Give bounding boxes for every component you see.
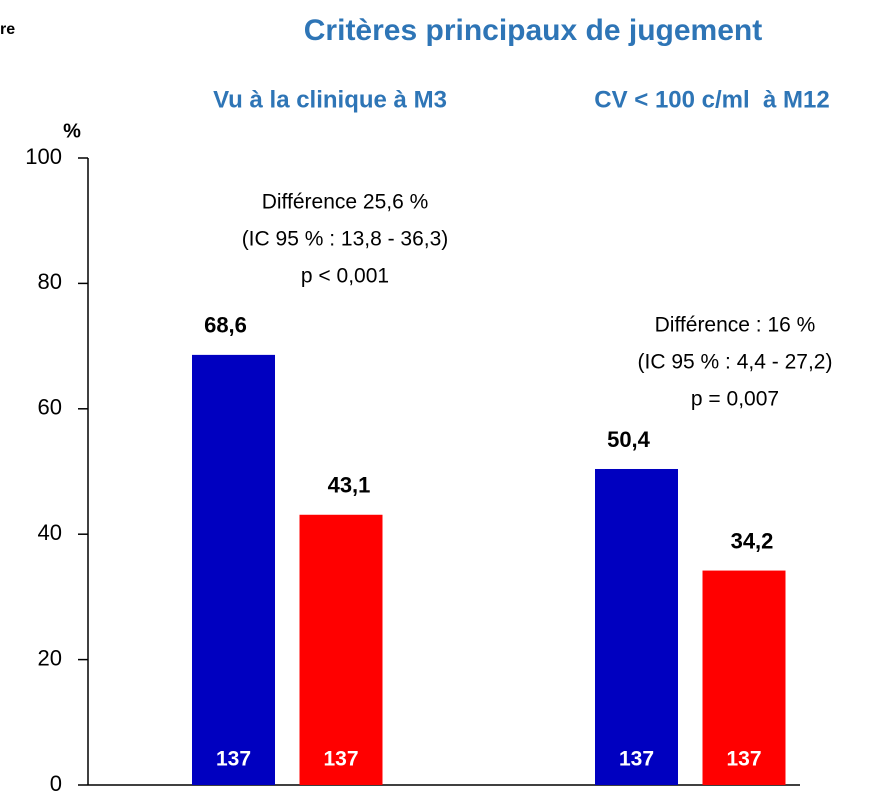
count-label: 137 [323,748,358,771]
y-tick-label: 60 [38,395,62,420]
bar [595,468,678,785]
annotation: p = 0,007 [691,388,779,411]
bar [702,570,786,785]
y-axis-label: % [63,120,81,142]
value-label: 68,6 [204,313,247,338]
annotation: (IC 95 % : 13,8 - 36,3) [242,228,449,251]
value-label: 50,4 [607,427,651,452]
group-title: Vu à la clinique à M3 [213,86,447,113]
value-label: 34,2 [731,528,774,553]
y-tick-label: 40 [38,520,62,545]
y-tick-label: 80 [38,269,62,294]
chart-title: Critères principaux de jugement [304,14,762,47]
corner-text: re [0,21,15,38]
count-label: 137 [216,748,251,771]
annotation: Différence : 16 % [655,314,816,337]
annotation: p < 0,001 [301,265,389,288]
group-title: CV < 100 c/ml à M12 [594,86,829,113]
count-label: 137 [726,748,761,771]
annotation: Différence 25,6 % [262,191,429,214]
y-tick-label: 20 [38,645,62,670]
y-tick-label: 0 [50,771,62,796]
value-label: 43,1 [328,473,371,498]
bar [192,354,275,785]
bar [299,514,383,785]
annotation: (IC 95 % : 4,4 - 27,2) [638,351,833,374]
count-label: 137 [619,748,654,771]
y-tick-label: 100 [25,144,62,169]
